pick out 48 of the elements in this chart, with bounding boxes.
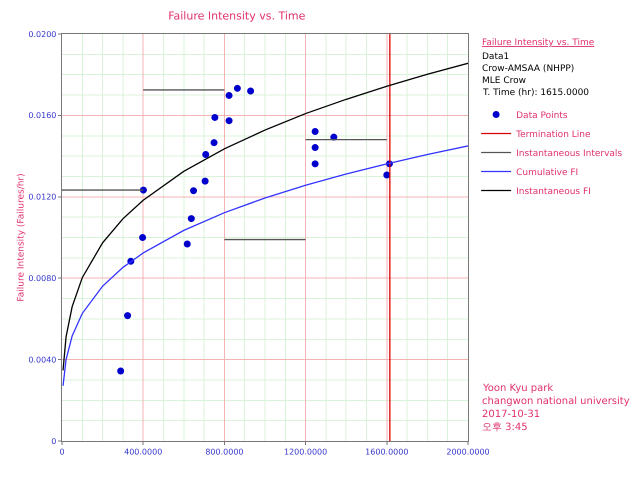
legend-label: Instantaneous Intervals xyxy=(516,149,622,160)
y-tick-label: 0.0040 xyxy=(28,355,56,364)
point xyxy=(117,368,124,374)
point xyxy=(210,139,218,146)
legend-label: Termination Line xyxy=(515,130,591,140)
text: Yoon Kyu park xyxy=(482,383,554,394)
y-tick-label: 0 xyxy=(51,436,56,446)
text: changwon national university xyxy=(482,396,630,407)
y-axis-title: Failure Intensity (Failures/hr) xyxy=(16,173,26,302)
text: 2017-10-31 xyxy=(482,409,540,420)
point xyxy=(140,186,147,194)
y-tick-label: 0.0120 xyxy=(28,192,56,202)
legend-title: Failure Intensity vs. Time xyxy=(482,38,595,48)
chart-title: Failure Intensity vs. Time xyxy=(168,10,306,23)
x-tick-label: 1200.0000 xyxy=(284,448,328,457)
point xyxy=(190,187,198,194)
text: T. Time (hr): 1615.0000 xyxy=(482,88,590,98)
x-tick-label: 800.0000 xyxy=(205,448,244,457)
text: 오후 3:45 xyxy=(482,422,528,433)
point xyxy=(139,234,146,241)
text: Crow-AMSAA (NHPP) xyxy=(482,64,574,74)
y-tick-label: 0.0160 xyxy=(28,111,56,120)
line-series xyxy=(62,145,468,386)
point xyxy=(202,178,209,185)
y-tick-label: 0.0200 xyxy=(28,30,56,39)
point xyxy=(226,92,233,99)
point xyxy=(226,117,233,124)
point xyxy=(184,240,191,248)
x-tick-label: 400.0000 xyxy=(124,448,162,457)
point xyxy=(312,128,319,135)
point xyxy=(188,215,195,222)
x-tick-label: 0 xyxy=(59,448,65,457)
legend-label: Instantaneous FI xyxy=(516,187,591,198)
x-tick-label: 2000.0000 xyxy=(446,448,490,457)
point xyxy=(247,87,254,94)
point xyxy=(312,144,319,152)
text: MLE Crow xyxy=(482,76,526,86)
point xyxy=(211,114,218,121)
y-tick-label: 0.0080 xyxy=(28,274,56,283)
legend-label: Cumulative FI xyxy=(516,168,578,178)
text: Data1 xyxy=(482,52,510,62)
x-tick-label: 1600.0000 xyxy=(365,448,408,457)
point xyxy=(234,84,241,92)
point xyxy=(124,312,132,320)
line-series xyxy=(62,62,468,372)
point xyxy=(312,160,319,168)
legend-label: Data Points xyxy=(516,111,568,122)
point xyxy=(202,150,210,158)
